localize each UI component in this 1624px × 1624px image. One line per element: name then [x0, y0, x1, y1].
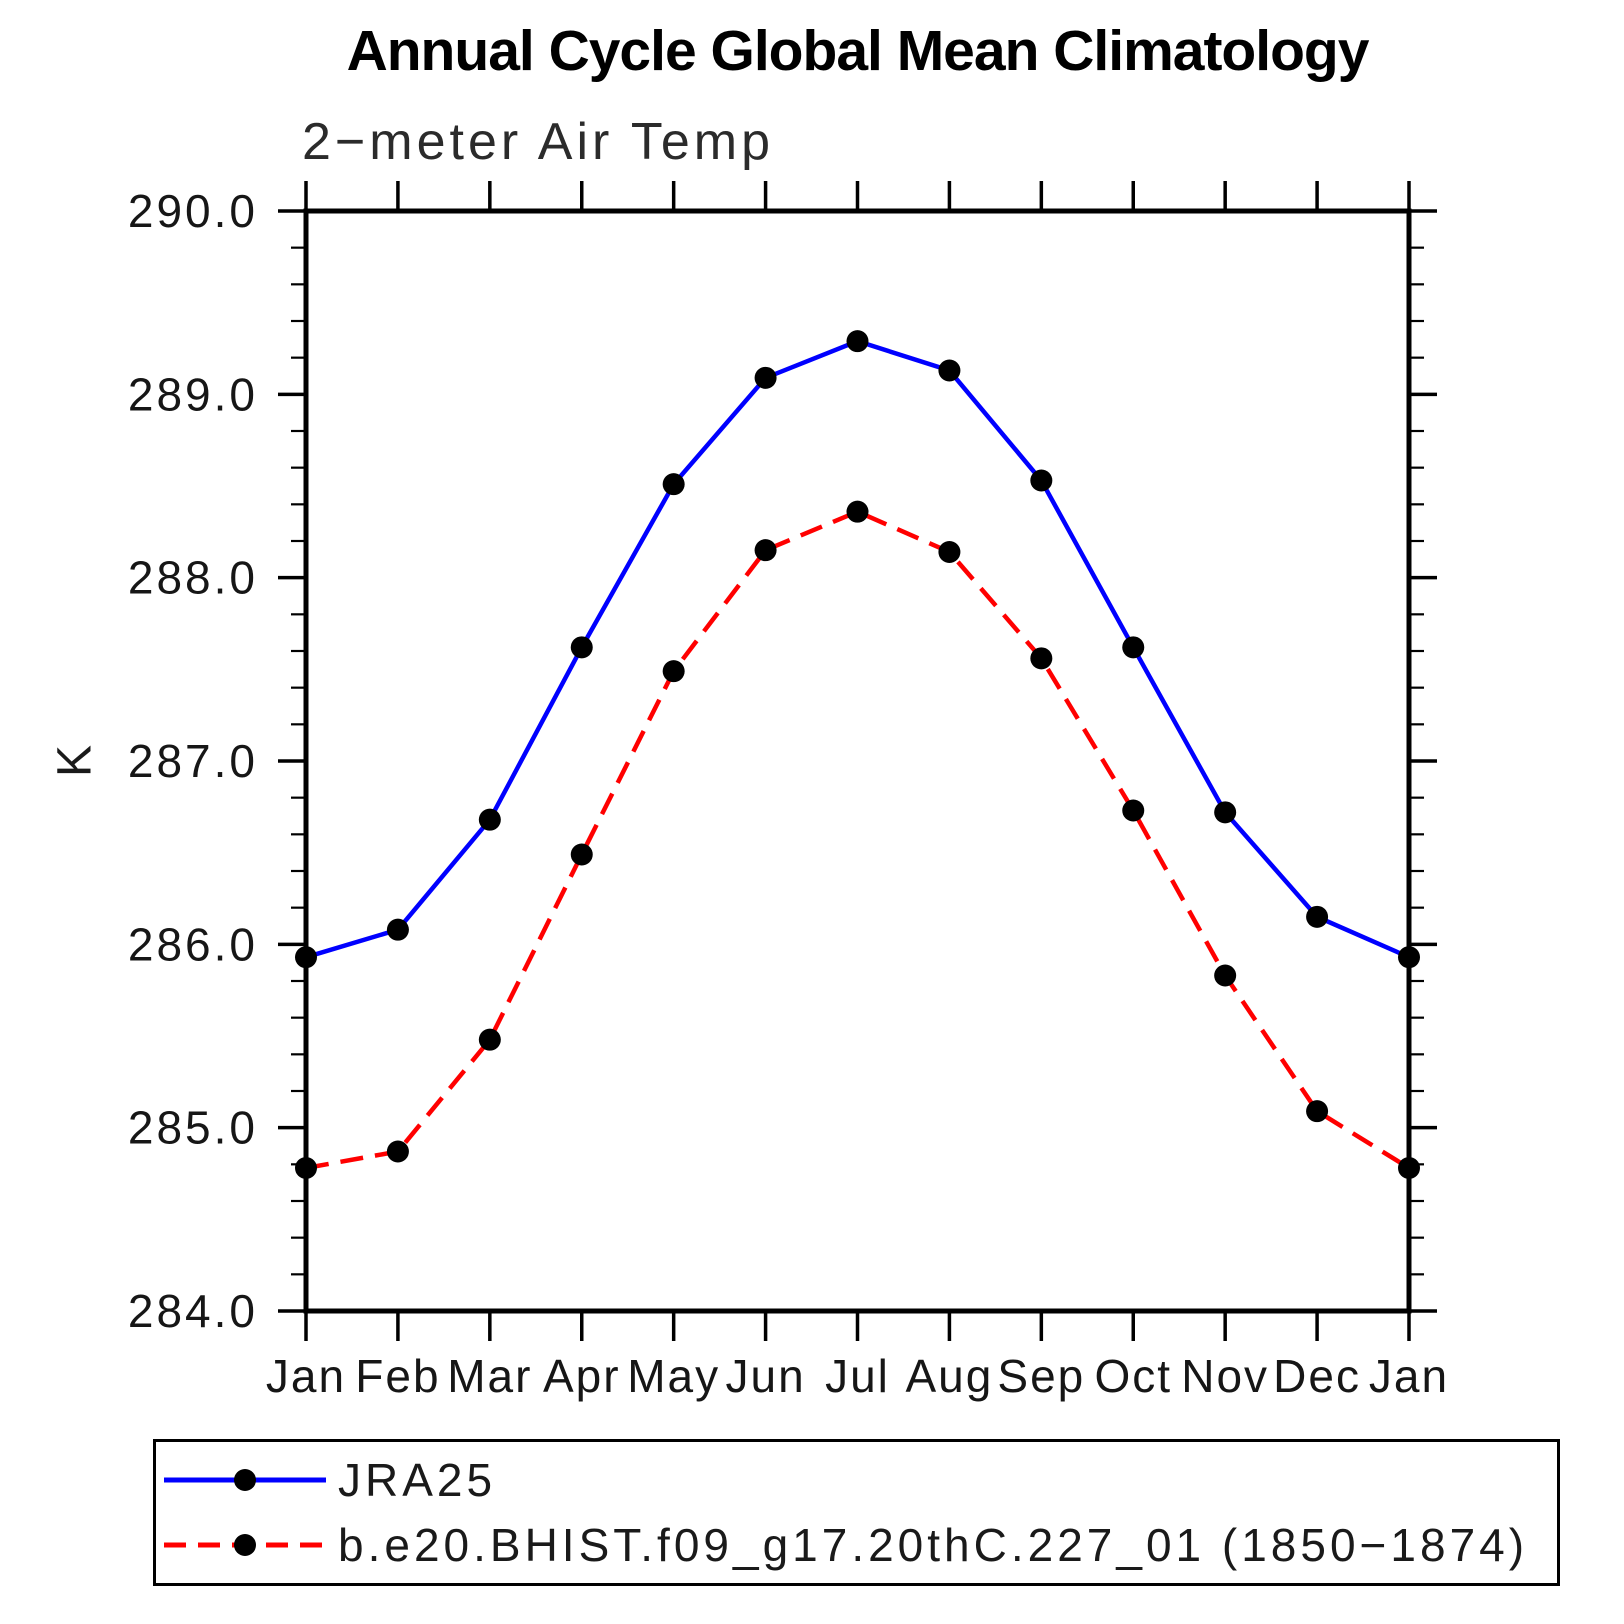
- series-1-point-May: [662, 660, 685, 683]
- legend-line-sample-solid: [164, 1468, 326, 1491]
- series-0-point-Jun: [754, 366, 777, 389]
- x-tick-label: Oct: [1094, 1350, 1172, 1402]
- x-tick-label: Dec: [1273, 1350, 1361, 1402]
- legend-item-model: b.e20.BHIST.f09_g17.20thC.227_01 (1850−1…: [160, 1515, 1557, 1575]
- series-1-point-Jan: [295, 1157, 317, 1179]
- series-0-point-Aug: [938, 359, 961, 382]
- legend-line-sample-dashed: [164, 1534, 326, 1557]
- x-tick-label: Jul: [825, 1350, 890, 1402]
- x-tick-label: Jun: [725, 1350, 805, 1402]
- series-1-point-Feb: [386, 1140, 409, 1163]
- series-0-point-Oct: [1122, 636, 1145, 659]
- y-tick-label: 287.0: [128, 735, 258, 787]
- series-1-point-Nov: [1214, 964, 1237, 987]
- series-1-point-Sep: [1030, 647, 1053, 670]
- series-1-point-Mar: [478, 1028, 501, 1051]
- series-1-point-Dec: [1306, 1100, 1329, 1123]
- x-tick-label: Mar: [447, 1350, 532, 1402]
- series-1-point-Apr: [570, 843, 593, 866]
- x-tick-label: Apr: [543, 1350, 621, 1402]
- y-tick-label: 286.0: [128, 918, 258, 970]
- x-tick-label: Sep: [997, 1350, 1085, 1402]
- x-tick-label: Nov: [1181, 1350, 1269, 1402]
- legend-label-model: b.e20.BHIST.f09_g17.20thC.227_01 (1850−1…: [338, 1519, 1529, 1572]
- y-tick-label: 290.0: [128, 185, 258, 237]
- series-1-point-Jul: [846, 500, 869, 523]
- series-0-point-Jan: [1398, 946, 1420, 969]
- plot-frame: [303, 208, 1412, 1314]
- series-0-point-Dec: [1306, 905, 1329, 928]
- series-0-point-Sep: [1030, 469, 1053, 492]
- legend-marker-dot: [234, 1468, 256, 1491]
- y-tick-label: 288.0: [128, 552, 258, 604]
- chart-subtitle: 2−meter Air Temp: [302, 113, 775, 171]
- series-0-point-Jan: [295, 946, 317, 969]
- series-0-point-Nov: [1214, 801, 1237, 824]
- series-line-0: [305, 338, 1410, 960]
- x-tick-label: May: [627, 1350, 720, 1402]
- x-tick-label: Aug: [905, 1350, 993, 1402]
- legend-item-jra25: JRA25: [160, 1450, 1557, 1510]
- legend-marker-dot: [234, 1534, 256, 1557]
- y-tick-label: 284.0: [128, 1285, 258, 1337]
- series-0-point-May: [662, 473, 685, 496]
- series-0-point-Mar: [478, 808, 501, 831]
- series-1-point-Jun: [754, 539, 777, 562]
- series-0-point-Jul: [846, 330, 869, 353]
- series-1-point-Aug: [938, 541, 961, 563]
- legend-label-jra25: JRA25: [338, 1453, 497, 1506]
- series-1-point-Oct: [1122, 799, 1145, 822]
- x-tick-label: Feb: [355, 1350, 440, 1402]
- chart-title: Annual Cycle Global Mean Climatology: [346, 19, 1370, 83]
- y-tick-label: 285.0: [128, 1102, 258, 1154]
- x-tick-label: Jan: [1369, 1350, 1449, 1402]
- y-tick-label: 289.0: [128, 368, 258, 420]
- x-tick-label: Jan: [266, 1350, 346, 1402]
- legend: JRA25 b.e20.BHIST.f09_g17.20thC.227_01 (…: [153, 1439, 1560, 1586]
- series-0-point-Apr: [570, 636, 593, 659]
- series-1-point-Jan: [1398, 1157, 1420, 1179]
- series-0-point-Feb: [386, 918, 409, 941]
